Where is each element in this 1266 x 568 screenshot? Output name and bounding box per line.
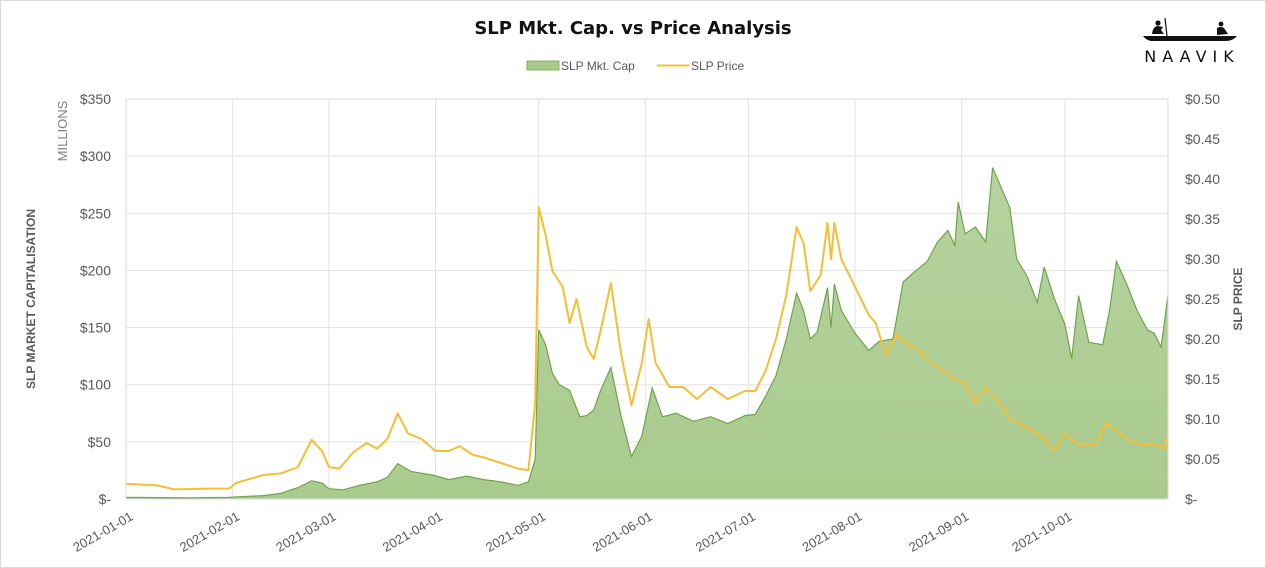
right-tick-label: $0.20: [1185, 331, 1220, 347]
right-tick-label: $0.30: [1185, 251, 1220, 267]
logo-text: NAAVIK: [1144, 47, 1239, 66]
x-tick-label: 2021-06-01: [590, 509, 655, 555]
price-series: [125, 206, 1169, 491]
left-tick-label: $100: [80, 377, 111, 393]
mktcap-area: [126, 167, 1168, 499]
x-tick-label: 2021-07-01: [693, 509, 758, 555]
right-axis-ticks: $- $0.05 $0.10 $0.15 $0.20 $0.25 $0.30 $0.35 $0.…: [1185, 91, 1220, 507]
mktcap-outline: [125, 167, 1169, 499]
right-tick-label: $0.45: [1185, 131, 1220, 147]
plot-area-border: [125, 98, 1169, 500]
right-tick-label: $0.15: [1185, 371, 1220, 387]
x-tick-label: 2021-02-01: [177, 509, 242, 555]
boat-logo-icon: [1143, 17, 1237, 41]
left-tick-label: $300: [80, 148, 111, 164]
right-axis-title: SLP PRICE: [1231, 267, 1245, 330]
left-tick-label: $150: [80, 320, 111, 336]
x-axis-ticks: 2021-01-01 2021-02-01 2021-03-01 2021-04-01…: [70, 509, 1074, 555]
price-line: [125, 206, 1169, 491]
legend-label-price: SLP Price: [691, 59, 744, 73]
left-tick-label: $50: [88, 434, 112, 450]
legend-label-mktcap: SLP Mkt. Cap: [561, 59, 635, 73]
right-tick-label: $0.40: [1185, 171, 1220, 187]
right-tick-label: $0.35: [1185, 211, 1220, 227]
x-tick-label: 2021-09-01: [906, 509, 971, 555]
left-axis-unit: MILLIONS: [55, 100, 70, 161]
x-tick-label: 2021-05-01: [483, 509, 548, 555]
left-axis-ticks: $- $50 $100 $150 $200 $250 $300 $350: [80, 91, 111, 507]
x-tick-label: 2021-04-01: [380, 509, 445, 555]
left-tick-label: $350: [80, 91, 111, 107]
legend-swatch-mktcap: [526, 60, 560, 71]
right-tick-label: $0.25: [1185, 291, 1220, 307]
left-axis-title: SLP MARKET CAPITALISATION: [24, 209, 38, 389]
x-tick-label: 2021-08-01: [799, 509, 864, 555]
x-tick-label: 2021-03-01: [273, 509, 338, 555]
chart-title: SLP Mkt. Cap. vs Price Analysis: [474, 18, 791, 39]
right-tick-label: $0.10: [1185, 411, 1220, 427]
right-tick-label: $0.05: [1185, 451, 1220, 467]
left-tick-label: $-: [99, 491, 112, 507]
left-tick-label: $250: [80, 205, 111, 221]
right-tick-label: $-: [1185, 491, 1198, 507]
mktcap-series: [125, 167, 1169, 499]
x-tick-label: 2021-01-01: [70, 509, 135, 555]
left-tick-label: $200: [80, 262, 111, 278]
legend: SLP Mkt. Cap SLP Price: [526, 59, 744, 73]
x-tick-label: 2021-10-01: [1009, 509, 1074, 555]
logo: NAAVIK: [1143, 17, 1239, 66]
right-tick-label: $0.50: [1185, 91, 1220, 107]
